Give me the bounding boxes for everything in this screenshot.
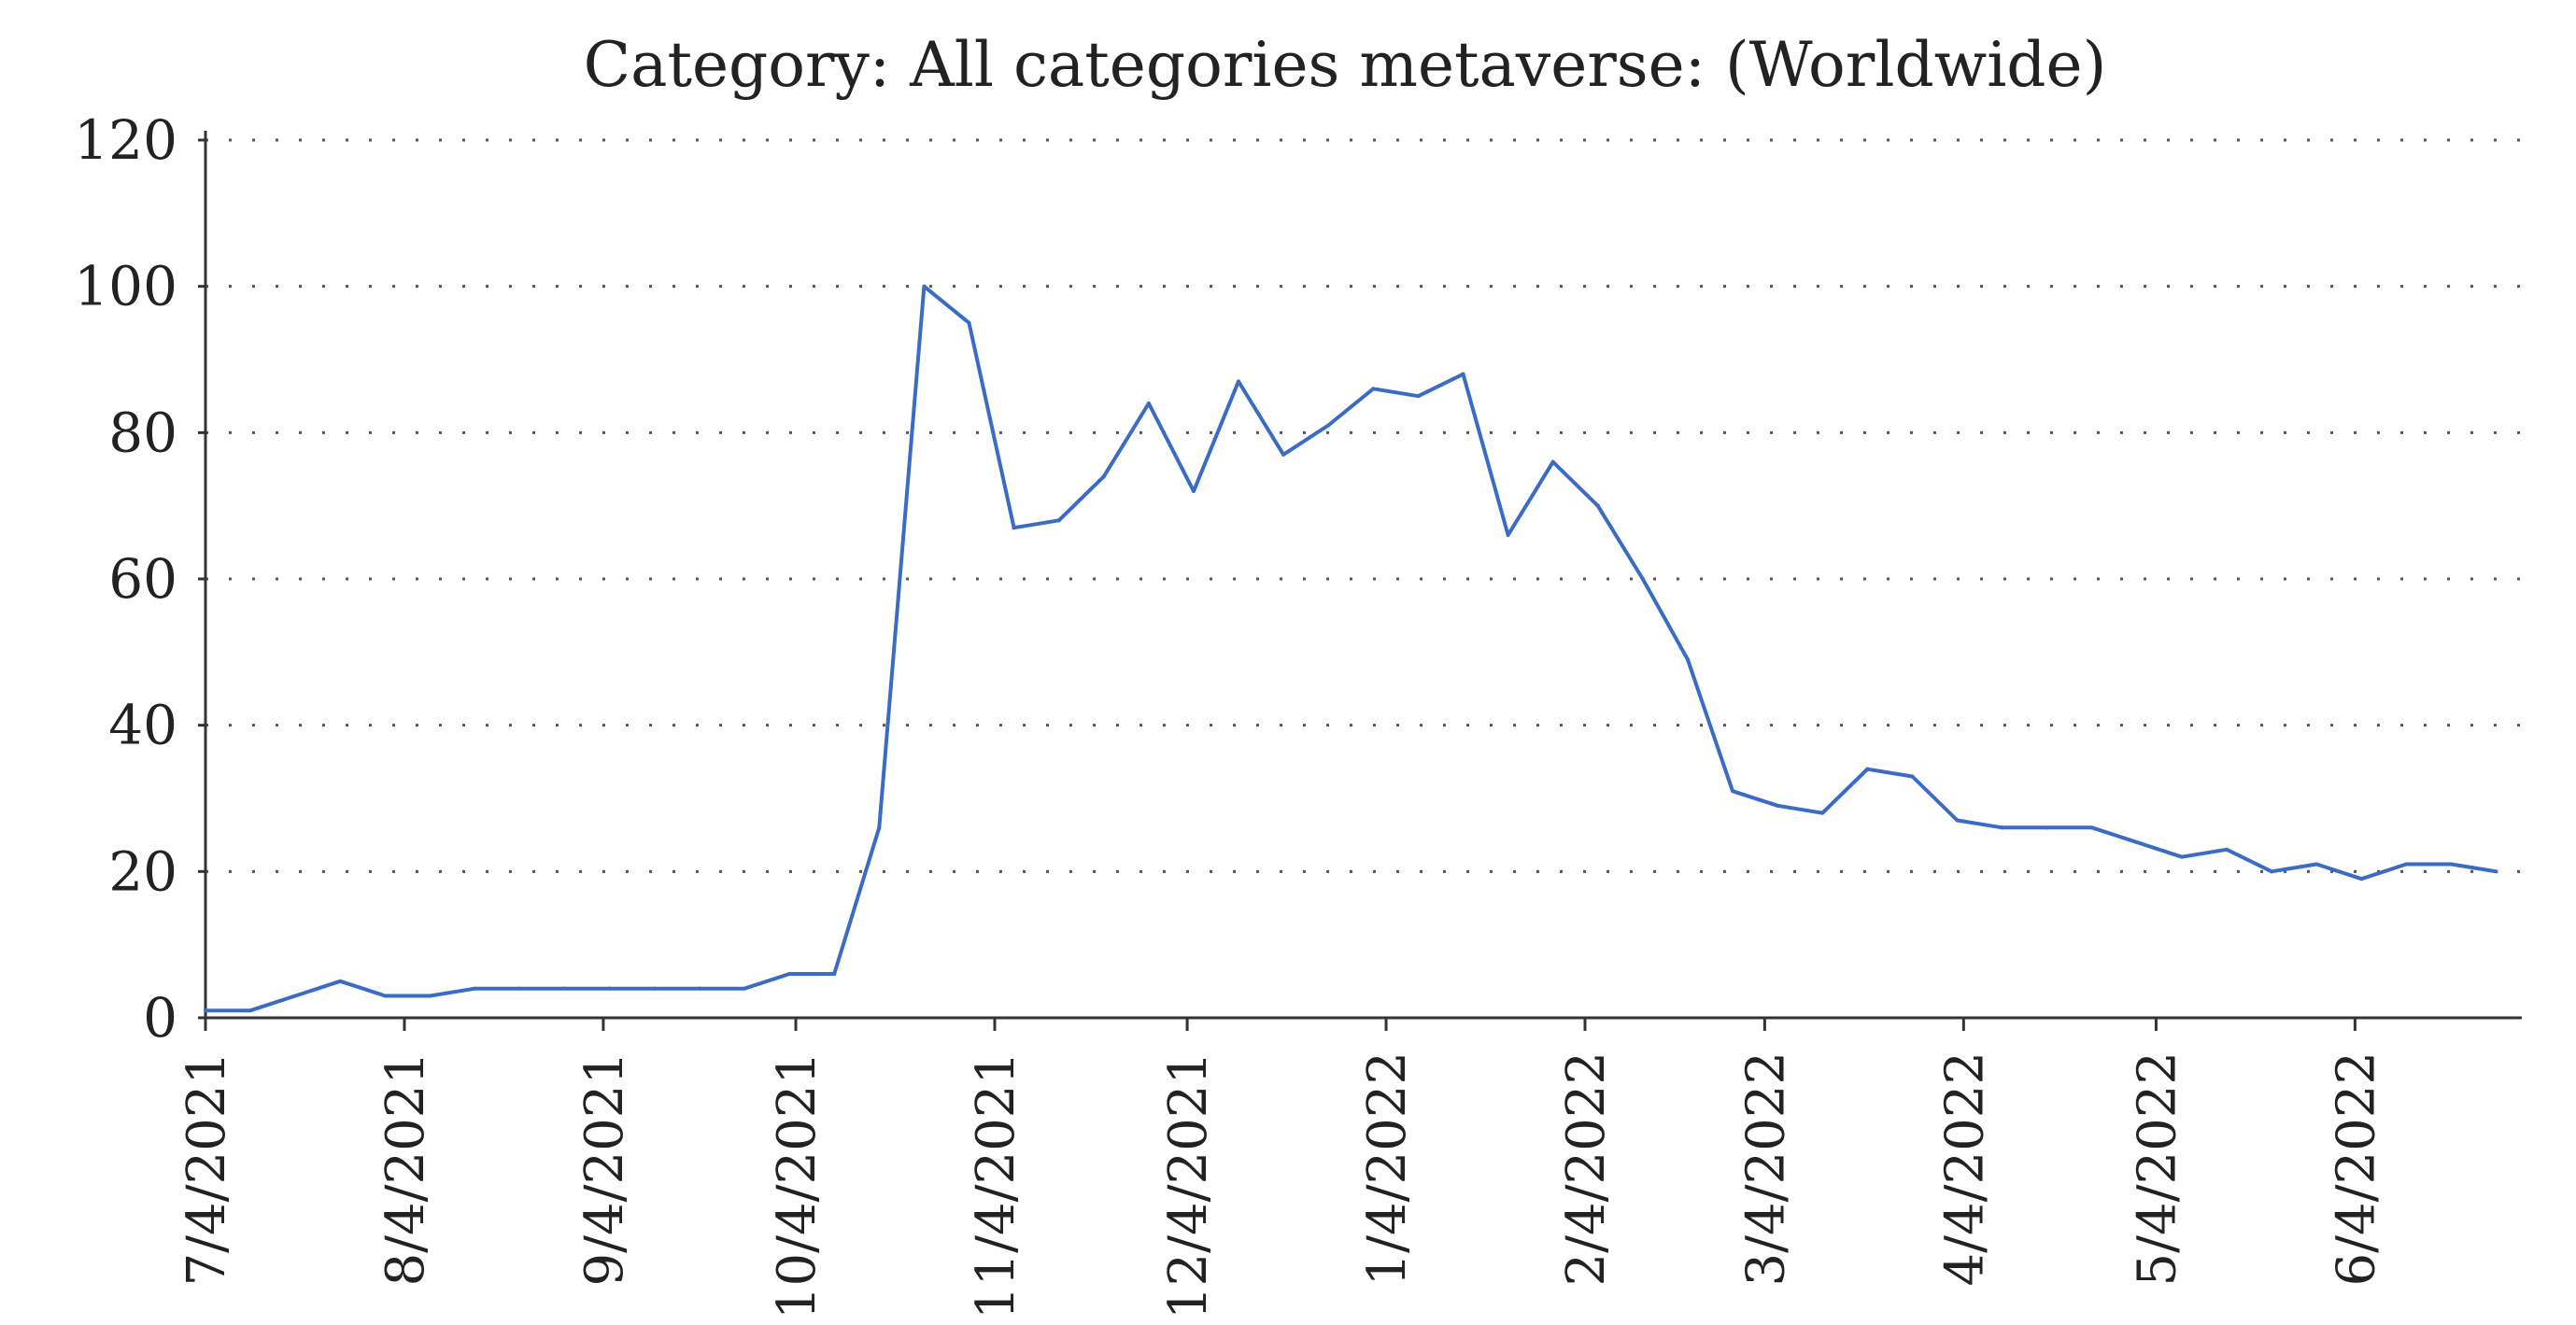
data-point <box>877 825 882 830</box>
data-point <box>204 1008 207 1013</box>
data-point <box>2134 840 2139 844</box>
data-point <box>1326 423 1331 428</box>
data-point <box>1506 533 1510 537</box>
data-point <box>2494 869 2498 874</box>
data-point <box>428 994 432 998</box>
data-point <box>1910 774 1915 779</box>
data-point <box>1371 387 1376 391</box>
data-point <box>562 986 567 991</box>
data-point <box>1776 803 1780 808</box>
y-tick-label: 20 <box>108 839 177 903</box>
data-point <box>1012 526 1016 530</box>
data-point <box>2089 825 2094 830</box>
data-point <box>1865 767 1870 771</box>
data-point <box>1416 394 1421 399</box>
data-point <box>2270 869 2274 874</box>
data-point <box>248 1008 253 1013</box>
data-point <box>1685 657 1690 662</box>
data-point <box>787 972 792 976</box>
data-point <box>1146 402 1151 405</box>
data-point <box>2359 877 2364 881</box>
x-tick-label: 8/4/2021 <box>375 1051 436 1287</box>
data-point <box>517 986 522 991</box>
y-tick-label: 40 <box>108 694 177 757</box>
y-axis-ticks: 0 20 40 60 80 100 120 <box>74 108 205 1050</box>
data-point <box>338 979 343 983</box>
data-point <box>1820 811 1825 815</box>
data-point <box>922 284 927 289</box>
x-tick-label: 1/4/2022 <box>1357 1051 1418 1287</box>
data-point <box>2000 825 2004 830</box>
data-point <box>1056 518 1061 523</box>
data-point <box>832 972 837 976</box>
data-point <box>2449 862 2454 867</box>
data-point <box>1101 474 1106 479</box>
data-point <box>1281 452 1286 457</box>
y-tick-label: 80 <box>108 401 177 464</box>
data-point <box>743 986 747 991</box>
x-tick-label: 4/4/2022 <box>1934 1051 1995 1287</box>
data-point <box>697 986 701 991</box>
x-axis-ticks: 7/4/2021 8/4/2021 9/4/2021 10/4/2021 11/4/20… <box>177 1018 2386 1319</box>
data-point <box>473 986 477 991</box>
series-line <box>205 284 2497 1013</box>
x-tick-label: 7/4/2021 <box>177 1051 237 1287</box>
x-tick-label: 11/4/2021 <box>966 1051 1026 1319</box>
y-tick-label: 60 <box>108 547 177 611</box>
axes <box>204 131 2522 1020</box>
data-point <box>1731 789 1735 794</box>
x-tick-label: 10/4/2021 <box>767 1051 828 1319</box>
data-point <box>1461 372 1465 376</box>
y-tick-label: 120 <box>74 108 177 172</box>
data-point <box>1237 379 1241 384</box>
data-point <box>1191 489 1196 493</box>
y-tick-label: 100 <box>74 255 177 318</box>
data-point <box>2179 854 2184 859</box>
data-point <box>2404 862 2409 867</box>
data-point <box>652 986 657 991</box>
chart-title: Category: All categories metaverse: (Wor… <box>584 29 2107 101</box>
data-point <box>2224 847 2229 852</box>
x-tick-label: 2/4/2022 <box>1556 1051 1617 1287</box>
data-point <box>1955 818 1960 823</box>
data-point <box>967 320 971 325</box>
data-point <box>2314 862 2319 867</box>
x-tick-label: 9/4/2021 <box>574 1051 635 1287</box>
series-group <box>204 284 2498 1013</box>
x-tick-label: 3/4/2022 <box>1735 1051 1796 1287</box>
data-point <box>383 994 388 998</box>
data-point <box>607 986 612 991</box>
data-point <box>1550 459 1555 464</box>
x-tick-label: 5/4/2022 <box>2127 1051 2187 1287</box>
y-tick-label: 0 <box>143 986 177 1050</box>
data-point <box>1595 503 1600 508</box>
data-point <box>293 994 298 998</box>
x-tick-label: 12/4/2021 <box>1158 1051 1219 1319</box>
data-point <box>1640 577 1645 581</box>
x-tick-label: 6/4/2022 <box>2326 1051 2386 1287</box>
data-point <box>2045 825 2049 830</box>
